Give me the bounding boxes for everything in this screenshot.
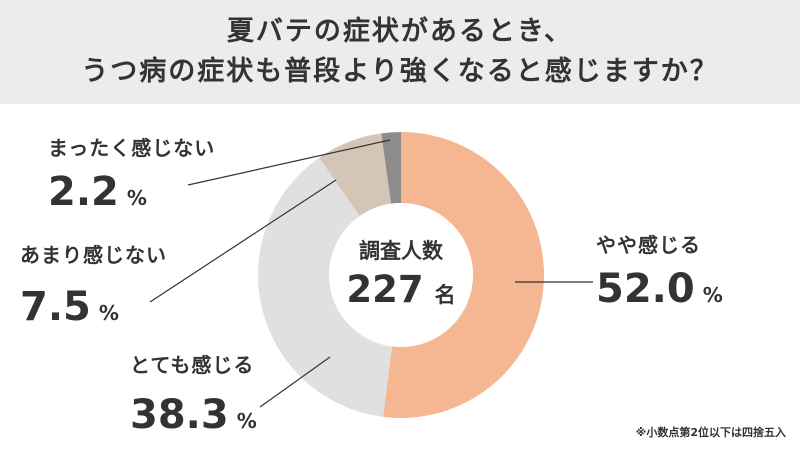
slice-value-1: 52.0 (596, 266, 695, 312)
slice-2 (258, 157, 392, 417)
slice-category-label-1: やや感じる (596, 233, 701, 257)
slice-4 (381, 132, 401, 204)
center-count-value: 227 (346, 268, 423, 311)
slice-category-label-2: とても感じる (130, 353, 254, 377)
slice-category-label-4: まったく感じない (48, 136, 215, 160)
chart-title-line-2: うつ病の症状も普段より強くなると感じますか？ (81, 56, 719, 87)
slice-value-label-3: 7.5% (20, 284, 119, 330)
slice-value-4: 2.2 (48, 169, 119, 215)
slice-category-label-3: あまり感じない (20, 243, 167, 267)
slice-3 (319, 133, 392, 216)
center-label: 調査人数 (359, 239, 444, 263)
leader-line-3 (149, 179, 337, 303)
slice-unit-4: % (127, 186, 147, 210)
slice-unit-2: % (237, 409, 257, 433)
center-count: 227 名 (346, 268, 455, 311)
slice-unit-3: % (99, 301, 119, 325)
leader-line-4 (187, 139, 391, 186)
leader-line-2 (259, 356, 331, 408)
slice-unit-1: % (703, 283, 723, 307)
slice-value-label-2: 38.3% (130, 392, 257, 438)
slice-value-label-1: 52.0% (596, 266, 723, 312)
slice-value-3: 7.5 (20, 284, 91, 330)
donut-slices (258, 132, 544, 418)
center-count-unit: 名 (435, 283, 456, 307)
chart-title-line-1: 夏バテの症状があるとき、 (226, 16, 574, 47)
slice-value-2: 38.3 (130, 392, 229, 438)
slice-value-label-4: 2.2% (48, 169, 147, 215)
footnote: ※小数点第2位以下は四捨五入 (635, 426, 786, 439)
center-label-group: 調査人数 227 名 (346, 239, 455, 311)
slice-1 (383, 132, 544, 418)
leader-lines (149, 139, 593, 408)
slice-labels: やや感じる 52.0 % とても感じる 38.3 % あまり感じない 7.5 % まったく感じない… (20, 136, 723, 438)
chart-header: 夏バテの症状があるとき、 うつ病の症状も普段より強くなると感じますか？ (0, 0, 800, 104)
donut-chart: やや感じる 52.0 % とても感じる 38.3 % あまり感じない 7.5 % まったく感じない… (20, 132, 723, 438)
donut-hole (329, 203, 473, 347)
